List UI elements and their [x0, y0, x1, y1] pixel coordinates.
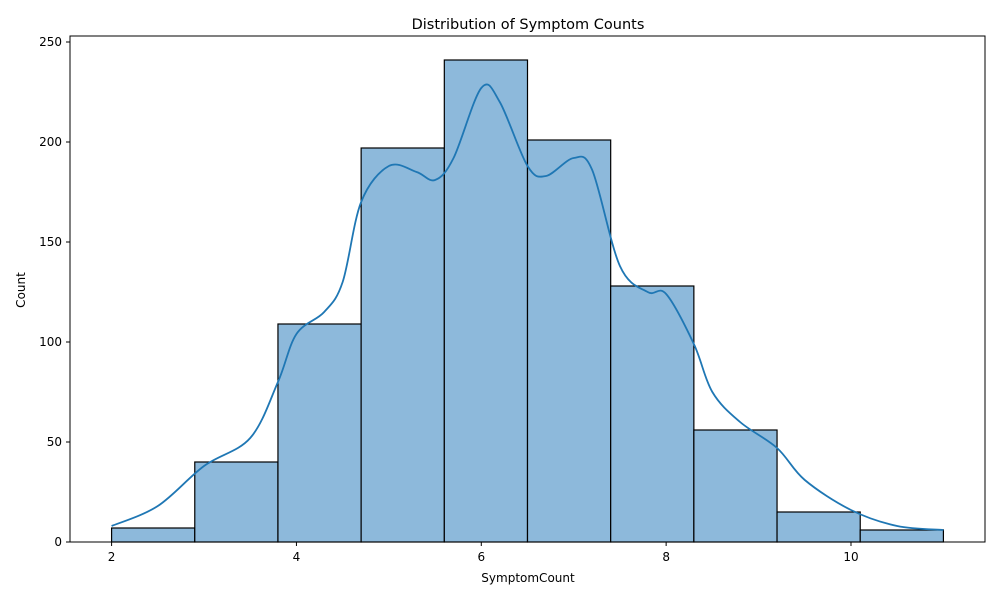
x-tick-label: 2 [108, 550, 116, 564]
histogram-bar-5 [526, 139, 612, 543]
histogram-bar-0 [110, 527, 196, 543]
x-tick-label: 6 [477, 550, 485, 564]
x-axis-label: SymptomCount [481, 571, 575, 585]
y-tick-label: 50 [47, 435, 62, 449]
histogram-bar-2 [277, 323, 362, 543]
y-tick-label: 250 [39, 35, 62, 49]
histogram-bar-8 [776, 511, 861, 543]
x-tick-label: 8 [662, 550, 670, 564]
x-axis-ticks: 2 4 6 8 10 [108, 542, 859, 564]
y-tick-label: 200 [39, 135, 62, 149]
y-axis-label: Count [14, 272, 28, 308]
histogram-bar-3 [360, 147, 445, 543]
y-tick-label: 150 [39, 235, 62, 249]
y-tick-label: 100 [39, 335, 62, 349]
kde-line [111, 83, 944, 531]
x-tick-label: 10 [843, 550, 858, 564]
x-tick-label: 4 [293, 550, 301, 564]
y-axis-ticks: 0 50 100 150 200 250 [39, 35, 70, 549]
histogram-bar-7 [693, 429, 778, 543]
bars-group [110, 59, 945, 543]
plot-frame [69, 35, 986, 543]
histogram-bar-9 [859, 529, 945, 543]
histogram-bar-6 [610, 285, 695, 543]
histogram-bar-4 [443, 59, 529, 543]
histogram-bar-1 [194, 461, 279, 543]
chart-title: Distribution of Symptom Counts [412, 17, 645, 33]
y-tick-label: 0 [54, 535, 62, 549]
